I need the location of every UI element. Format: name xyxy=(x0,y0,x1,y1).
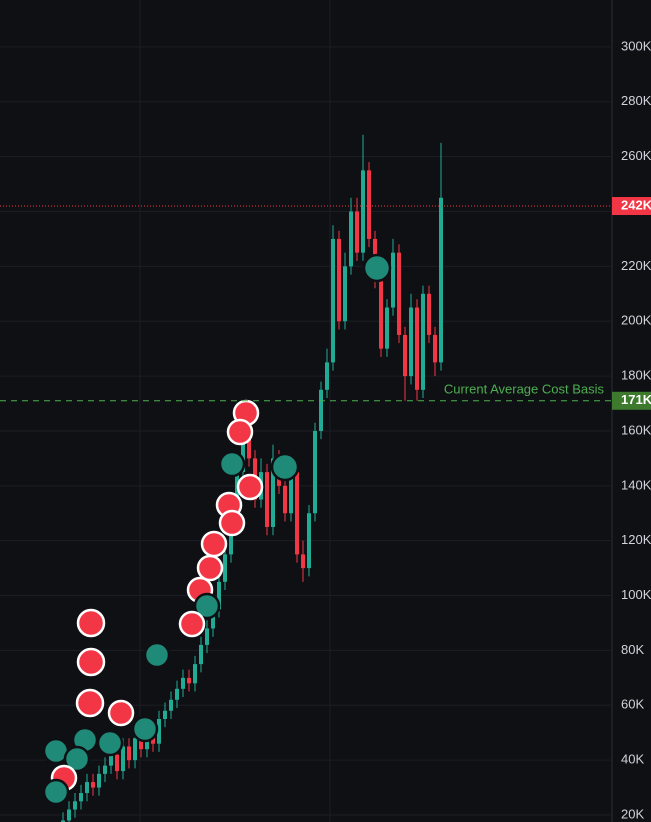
candle-body xyxy=(439,197,443,363)
candle-body xyxy=(319,389,323,431)
candle-body xyxy=(325,362,329,390)
candle-body xyxy=(115,754,119,772)
candle-body xyxy=(133,738,137,761)
marker xyxy=(193,592,221,620)
price-label-bg xyxy=(612,197,651,216)
trade-markers xyxy=(42,253,392,806)
marker xyxy=(96,729,124,757)
y-tick-label: 20K xyxy=(621,806,644,821)
candle-body xyxy=(301,554,305,569)
marker xyxy=(270,452,300,482)
candle-body xyxy=(415,307,419,390)
candle-body xyxy=(127,746,131,761)
candle-body xyxy=(397,252,401,335)
candle-body xyxy=(73,801,77,810)
candle-body xyxy=(169,699,173,711)
grid xyxy=(0,46,612,816)
candle-body xyxy=(271,458,275,527)
candle-body xyxy=(103,765,107,774)
candle-body xyxy=(265,472,269,527)
marker xyxy=(226,418,254,446)
y-tick-label: 300K xyxy=(621,38,651,53)
candle-body xyxy=(199,644,203,665)
y-tick-label: 280K xyxy=(621,93,651,108)
y-tick-label: 260K xyxy=(621,148,651,163)
candle-body xyxy=(187,677,191,684)
candle-body xyxy=(379,280,383,349)
candle-body xyxy=(157,718,161,744)
candle-body xyxy=(313,430,317,514)
marker xyxy=(218,450,246,478)
candle-body xyxy=(355,211,359,253)
candle-body xyxy=(121,746,125,772)
price-label: 242K xyxy=(621,197,651,212)
candle-body xyxy=(433,334,437,363)
candle-body xyxy=(385,307,389,349)
candle-body xyxy=(295,472,299,555)
y-tick-label: 40K xyxy=(621,752,644,767)
candle-body xyxy=(139,738,143,750)
candle-body xyxy=(247,430,251,459)
y-tick-label: 220K xyxy=(621,258,651,273)
marker xyxy=(107,699,135,727)
candle-body xyxy=(235,472,239,514)
y-tick-label: 120K xyxy=(621,532,651,547)
candle-body xyxy=(85,782,89,794)
cost-basis-label: 171K xyxy=(621,392,651,407)
candle-body xyxy=(79,793,83,802)
marker xyxy=(42,778,70,806)
y-tick-label: 60K xyxy=(621,697,644,712)
candle-body xyxy=(61,820,65,822)
annotation: Current Average Cost Basis xyxy=(444,381,605,396)
marker xyxy=(196,554,224,582)
marker xyxy=(218,509,246,537)
candle-body xyxy=(337,238,341,322)
y-tick-label: 200K xyxy=(621,313,651,328)
candle-body xyxy=(181,677,185,689)
candle-body xyxy=(391,252,395,308)
y-tick-label: 180K xyxy=(621,368,651,383)
marker xyxy=(76,647,106,677)
y-tick-label: 140K xyxy=(621,477,651,492)
candle-body xyxy=(331,238,335,363)
candle-body xyxy=(109,754,113,766)
candle-body xyxy=(217,581,221,610)
candle-body xyxy=(427,293,431,335)
candle-body xyxy=(367,170,371,239)
candle-body xyxy=(307,513,311,569)
marker xyxy=(76,608,106,638)
candle-body xyxy=(409,307,413,377)
cost-basis-label-bg xyxy=(612,391,651,410)
candle-body xyxy=(349,211,353,267)
candle-body xyxy=(241,430,245,473)
candle-body xyxy=(163,710,167,719)
candle-body xyxy=(205,628,209,645)
candle-body xyxy=(343,266,347,322)
y-tick-label: 80K xyxy=(621,642,644,657)
candle-body xyxy=(223,554,227,582)
candle-body xyxy=(211,609,215,629)
candle-body xyxy=(283,485,287,514)
marker xyxy=(200,530,228,558)
candle-body xyxy=(403,334,407,377)
marker xyxy=(131,715,159,743)
y-tick-label: 100K xyxy=(621,587,651,602)
marker xyxy=(236,473,264,501)
candle-body xyxy=(67,809,71,821)
marker xyxy=(362,253,392,283)
candle-body xyxy=(421,293,425,390)
candle-body xyxy=(97,773,101,788)
marker xyxy=(63,745,91,773)
candle-body xyxy=(175,688,179,700)
marker xyxy=(143,641,171,669)
candle-body xyxy=(193,664,197,684)
y-tick-label: 160K xyxy=(621,422,651,437)
marker xyxy=(178,610,206,638)
candle-body xyxy=(91,782,95,788)
candle-body xyxy=(289,472,293,514)
candle-body xyxy=(361,170,365,253)
marker xyxy=(75,688,105,718)
